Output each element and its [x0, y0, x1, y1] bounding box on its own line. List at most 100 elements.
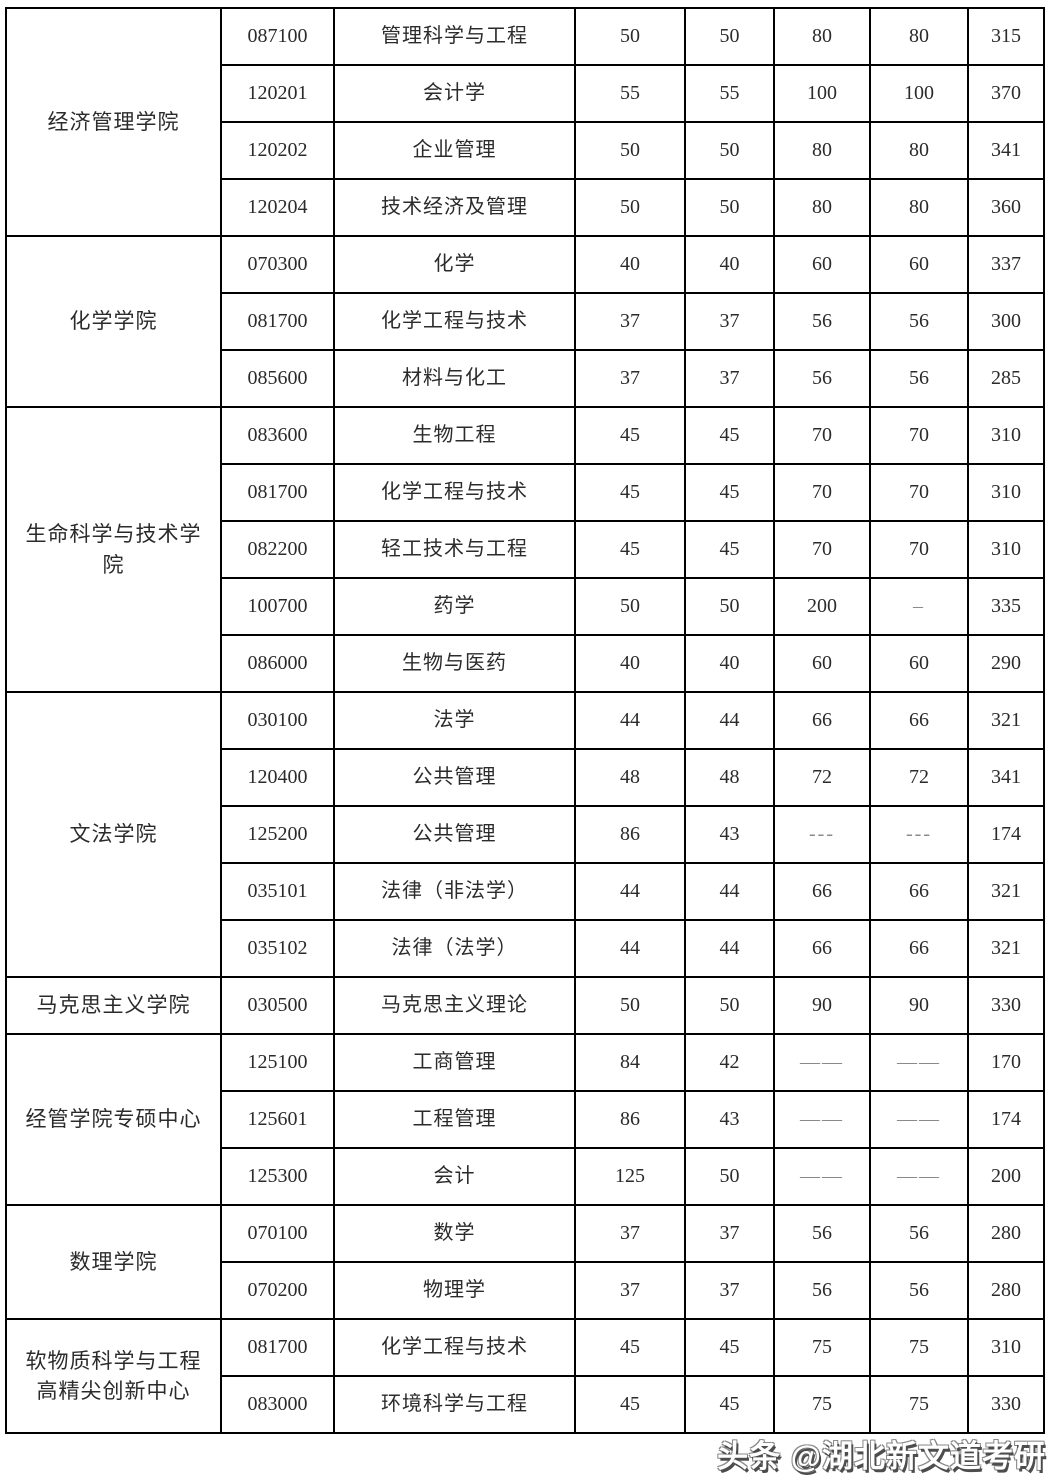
table-row: 082200 轻工技术与工程 45 45 70 70 310 — [6, 520, 1045, 579]
table-row: 100700 药学 50 50 200–335 — [6, 577, 1045, 636]
table-row: 070200 物理学 37 37 56 56 280 — [6, 1261, 1045, 1320]
major-name-cell: 法律（非法学） — [333, 862, 576, 921]
score3-cell: 66 — [773, 919, 871, 978]
total-score-cell: 310 — [967, 406, 1045, 465]
major-code-cell: 087100 — [220, 7, 335, 66]
score4-cell: 70 — [869, 406, 969, 465]
score1-cell: 50 — [574, 121, 686, 180]
score2-cell: 37 — [684, 1261, 775, 1320]
major-code-cell: 030500 — [220, 976, 335, 1035]
major-name-cell: 药学 — [333, 577, 576, 636]
major-code-cell: 081700 — [220, 463, 335, 522]
score2-cell: 50 — [684, 178, 775, 237]
score4-cell: —— — [869, 1147, 969, 1206]
score1-cell: 37 — [574, 292, 686, 351]
score3-cell: 56 — [773, 292, 871, 351]
score1-cell: 125 — [574, 1147, 686, 1206]
table-row: 软物质科学与工程高精尖创新中心 081700 化学工程与技术 45 45 75 75 310 — [5, 1318, 1045, 1434]
college-cell: 文法学院 — [5, 691, 222, 978]
major-code-cell: 125100 — [220, 1033, 335, 1092]
college-cell: 马克思主义学院 — [5, 976, 222, 1035]
major-name-cell: 生物与医药 — [333, 634, 576, 693]
score1-cell: 50 — [574, 7, 686, 66]
college-cell: 经管学院专硕中心 — [5, 1033, 222, 1206]
major-code-cell: 030100 — [220, 691, 335, 750]
score2-cell: 44 — [684, 919, 775, 978]
major-code-cell: 120202 — [220, 121, 335, 180]
score2-cell: 45 — [684, 406, 775, 465]
total-score-cell: 285 — [967, 349, 1045, 408]
score4-cell: 80 — [869, 178, 969, 237]
score3-cell: 90 — [773, 976, 871, 1035]
college-cell: 化学学院 — [5, 235, 222, 408]
score4-cell: 56 — [869, 292, 969, 351]
score1-cell: 55 — [574, 64, 686, 123]
major-name-cell: 化学 — [333, 235, 576, 294]
score2-cell: 50 — [684, 577, 775, 636]
major-name-cell: 企业管理 — [333, 121, 576, 180]
score2-cell: 37 — [684, 292, 775, 351]
score1-cell: 50 — [574, 178, 686, 237]
score4-cell: 100 — [869, 64, 969, 123]
score3-cell: 75 — [773, 1375, 871, 1434]
college-cell: 生命科学与技术学院 — [5, 406, 222, 693]
score4-cell: 75 — [869, 1375, 969, 1434]
major-code-cell: 120400 — [220, 748, 335, 807]
major-code-cell: 100700 — [220, 577, 335, 636]
score-table-body: 经济管理学院 087100 管理科学与工程 50 50 80 80 315 120201 会计学 5… — [5, 7, 1045, 1434]
score1-cell: 45 — [574, 1375, 686, 1434]
total-score-cell: 341 — [967, 121, 1045, 180]
total-score-cell: 370 — [967, 64, 1045, 123]
total-score-cell: 321 — [967, 862, 1045, 921]
score2-cell: 48 — [684, 748, 775, 807]
score1-cell: 45 — [574, 406, 686, 465]
total-score-cell: 360 — [967, 178, 1045, 237]
score3-cell: 56 — [773, 349, 871, 408]
major-name-cell: 会计 — [333, 1147, 576, 1206]
score4-cell: 70 — [869, 520, 969, 579]
major-code-cell: 083600 — [220, 406, 335, 465]
table-row: 083000 环境科学与工程 45 45 75 75 330 — [6, 1375, 1045, 1434]
score1-cell: 45 — [574, 463, 686, 522]
major-name-cell: 工程管理 — [333, 1090, 576, 1149]
score4-cell: 66 — [869, 862, 969, 921]
major-code-cell: 035101 — [220, 862, 335, 921]
table-row: 125300 会计 125 50 —— —— 200 — [6, 1147, 1045, 1206]
score1-cell: 50 — [574, 577, 686, 636]
score3-cell: —— — [773, 1147, 871, 1206]
major-name-cell: 轻工技术与工程 — [333, 520, 576, 579]
score1-cell: 48 — [574, 748, 686, 807]
major-name-cell: 物理学 — [333, 1261, 576, 1320]
table-row: 120202 企业管理 50 50 80 80 341 — [6, 121, 1045, 180]
total-score-cell: 341 — [967, 748, 1045, 807]
score2-cell: 37 — [684, 349, 775, 408]
score3-cell: 200 — [773, 577, 871, 636]
major-code-cell: 125200 — [220, 805, 335, 864]
score1-cell: 44 — [574, 691, 686, 750]
major-name-cell: 公共管理 — [333, 805, 576, 864]
score1-cell: 84 — [574, 1033, 686, 1092]
total-score-cell: 200 — [967, 1147, 1045, 1206]
total-score-cell: 310 — [967, 520, 1045, 579]
table-row: 文法学院 030100 法学 44 44 66 66 321 — [5, 691, 1045, 978]
total-score-cell: 290 — [967, 634, 1045, 693]
score4-cell: 75 — [869, 1318, 969, 1377]
table-row: 125601 工程管理 86 43 —— —— 174 — [6, 1090, 1045, 1149]
major-name-cell: 环境科学与工程 — [333, 1375, 576, 1434]
score2-cell: 45 — [684, 1318, 775, 1377]
table-row: 081700 化学工程与技术 37 37 56 56 300 — [6, 292, 1045, 351]
total-score-cell: 280 — [967, 1204, 1045, 1263]
table-row: 125200 公共管理 86 43 --- --- 174 — [6, 805, 1045, 864]
major-name-cell: 化学工程与技术 — [333, 1318, 576, 1377]
major-code-cell: 081700 — [220, 1318, 335, 1377]
score2-cell: 45 — [684, 520, 775, 579]
college-cell: 软物质科学与工程高精尖创新中心 — [5, 1318, 222, 1434]
score3-cell: 72 — [773, 748, 871, 807]
major-code-cell: 120201 — [220, 64, 335, 123]
score2-cell: 55 — [684, 64, 775, 123]
score3-cell: 60 — [773, 235, 871, 294]
table-row: 085600 材料与化工 37 37 56 56 285 — [6, 349, 1045, 408]
total-score-cell: 300 — [967, 292, 1045, 351]
score2-cell: 45 — [684, 463, 775, 522]
score2-cell: 44 — [684, 862, 775, 921]
